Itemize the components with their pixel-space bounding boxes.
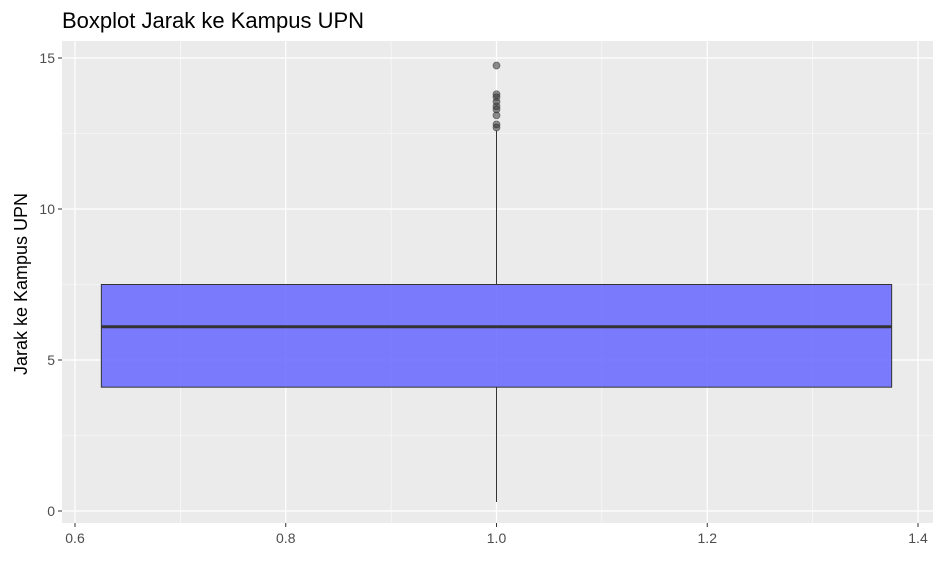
x-tick-label: 1.2 [698, 530, 718, 546]
outlier-point [492, 90, 501, 99]
chart-title: Boxplot Jarak ke Kampus UPN [62, 8, 364, 33]
plot-area: 0 5 10 15 0.6 0.8 1.0 1.2 1.4 [39, 41, 933, 546]
y-axis-title: Jarak ke Kampus UPN [11, 193, 31, 375]
x-tick-label: 1.0 [487, 530, 507, 546]
x-tick-label: 0.6 [65, 530, 85, 546]
outlier-point [492, 120, 501, 129]
y-tick-label: 15 [39, 50, 55, 66]
y-tick-label: 5 [47, 352, 55, 368]
x-tick-label: 0.8 [276, 530, 296, 546]
x-tick-label: 1.4 [908, 530, 928, 546]
interquartile-box [100, 284, 893, 388]
outlier-point [492, 61, 501, 70]
y-tick-label: 10 [39, 201, 55, 217]
y-tick-label: 0 [47, 503, 55, 519]
